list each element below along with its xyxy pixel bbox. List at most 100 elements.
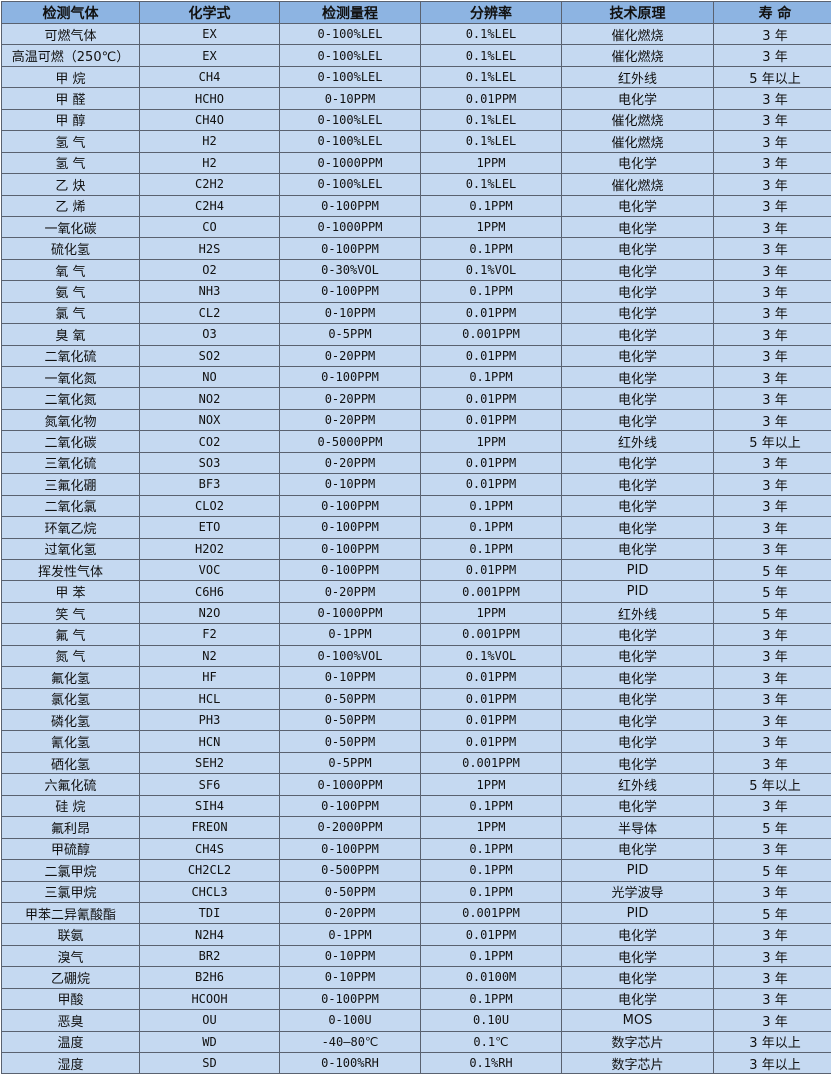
cell-resolution: 1PPM <box>421 152 562 173</box>
cell-lifespan: 3 年 <box>714 988 831 1009</box>
cell-resolution: 0.1℃ <box>421 1031 562 1052</box>
cell-lifespan: 3 年 <box>714 324 831 345</box>
cell-gas-name: 二氧化氮 <box>2 388 140 409</box>
cell-principle: 电化学 <box>562 710 714 731</box>
cell-lifespan: 3 年 <box>714 731 831 752</box>
cell-range: 0-100U <box>280 1010 421 1031</box>
cell-range: 0-100PPM <box>280 495 421 516</box>
cell-principle: 催化燃烧 <box>562 131 714 152</box>
cell-gas-name: 甲 醇 <box>2 109 140 130</box>
cell-range: 0-100%RH <box>280 1053 421 1074</box>
cell-principle: 催化燃烧 <box>562 109 714 130</box>
cell-resolution: 0.1%LEL <box>421 24 562 45</box>
cell-range: 0-500PPM <box>280 860 421 881</box>
cell-formula: C2H4 <box>140 195 280 216</box>
cell-resolution: 1PPM <box>421 602 562 623</box>
cell-lifespan: 3 年 <box>714 538 831 559</box>
cell-lifespan: 3 年 <box>714 367 831 388</box>
cell-lifespan: 3 年以上 <box>714 1053 831 1074</box>
cell-resolution: 0.01PPM <box>421 452 562 473</box>
cell-formula: H2 <box>140 131 280 152</box>
cell-formula: H2 <box>140 152 280 173</box>
cell-lifespan: 3 年 <box>714 1010 831 1031</box>
cell-gas-name: 甲 醛 <box>2 88 140 109</box>
cell-formula: VOC <box>140 559 280 580</box>
cell-range: 0-1000PPM <box>280 152 421 173</box>
cell-principle: 电化学 <box>562 88 714 109</box>
cell-gas-name: 硫化氢 <box>2 238 140 259</box>
cell-range: 0-100PPM <box>280 795 421 816</box>
cell-range: 0-5PPM <box>280 752 421 773</box>
cell-lifespan: 3 年 <box>714 259 831 280</box>
cell-principle: MOS <box>562 1010 714 1031</box>
cell-resolution: 0.01PPM <box>421 345 562 366</box>
cell-lifespan: 5 年 <box>714 602 831 623</box>
cell-formula: SD <box>140 1053 280 1074</box>
cell-principle: PID <box>562 559 714 580</box>
cell-gas-name: 臭 氧 <box>2 324 140 345</box>
cell-formula: EX <box>140 45 280 66</box>
cell-principle: 电化学 <box>562 667 714 688</box>
cell-resolution: 0.1%VOL <box>421 259 562 280</box>
cell-resolution: 0.001PPM <box>421 324 562 345</box>
cell-range: 0-1000PPM <box>280 774 421 795</box>
cell-lifespan: 5 年以上 <box>714 431 831 452</box>
cell-lifespan: 3 年 <box>714 409 831 430</box>
cell-gas-name: 甲 苯 <box>2 581 140 602</box>
cell-principle: 红外线 <box>562 602 714 623</box>
cell-formula: CL2 <box>140 302 280 323</box>
cell-lifespan: 3 年 <box>714 24 831 45</box>
cell-principle: 电化学 <box>562 345 714 366</box>
cell-principle: 红外线 <box>562 774 714 795</box>
cell-range: 0-20PPM <box>280 388 421 409</box>
cell-range: 0-10PPM <box>280 667 421 688</box>
cell-formula: NOX <box>140 409 280 430</box>
cell-formula: N2 <box>140 645 280 666</box>
cell-gas-name: 氨 气 <box>2 281 140 302</box>
cell-principle: 半导体 <box>562 817 714 838</box>
cell-lifespan: 3 年以上 <box>714 1031 831 1052</box>
cell-principle: 电化学 <box>562 152 714 173</box>
cell-range: 0-2000PPM <box>280 817 421 838</box>
cell-formula: ETO <box>140 517 280 538</box>
cell-range: 0-20PPM <box>280 345 421 366</box>
cell-formula: CLO2 <box>140 495 280 516</box>
cell-gas-name: 三氧化硫 <box>2 452 140 473</box>
cell-formula: CO <box>140 216 280 237</box>
cell-formula: H2O2 <box>140 538 280 559</box>
cell-resolution: 0.01PPM <box>421 559 562 580</box>
cell-lifespan: 5 年 <box>714 860 831 881</box>
cell-resolution: 0.001PPM <box>421 624 562 645</box>
cell-range: 0-1PPM <box>280 624 421 645</box>
header-lifespan: 寿 命 <box>714 2 831 24</box>
cell-formula: HF <box>140 667 280 688</box>
cell-gas-name: 氟 气 <box>2 624 140 645</box>
cell-formula: SO3 <box>140 452 280 473</box>
cell-gas-name: 可燃气体 <box>2 24 140 45</box>
cell-gas-name: 恶臭 <box>2 1010 140 1031</box>
cell-range: -40—80℃ <box>280 1031 421 1052</box>
cell-lifespan: 3 年 <box>714 752 831 773</box>
cell-lifespan: 5 年 <box>714 902 831 923</box>
cell-formula: O2 <box>140 259 280 280</box>
cell-gas-name: 氧 气 <box>2 259 140 280</box>
header-range: 检测量程 <box>280 2 421 24</box>
cell-resolution: 0.01PPM <box>421 688 562 709</box>
